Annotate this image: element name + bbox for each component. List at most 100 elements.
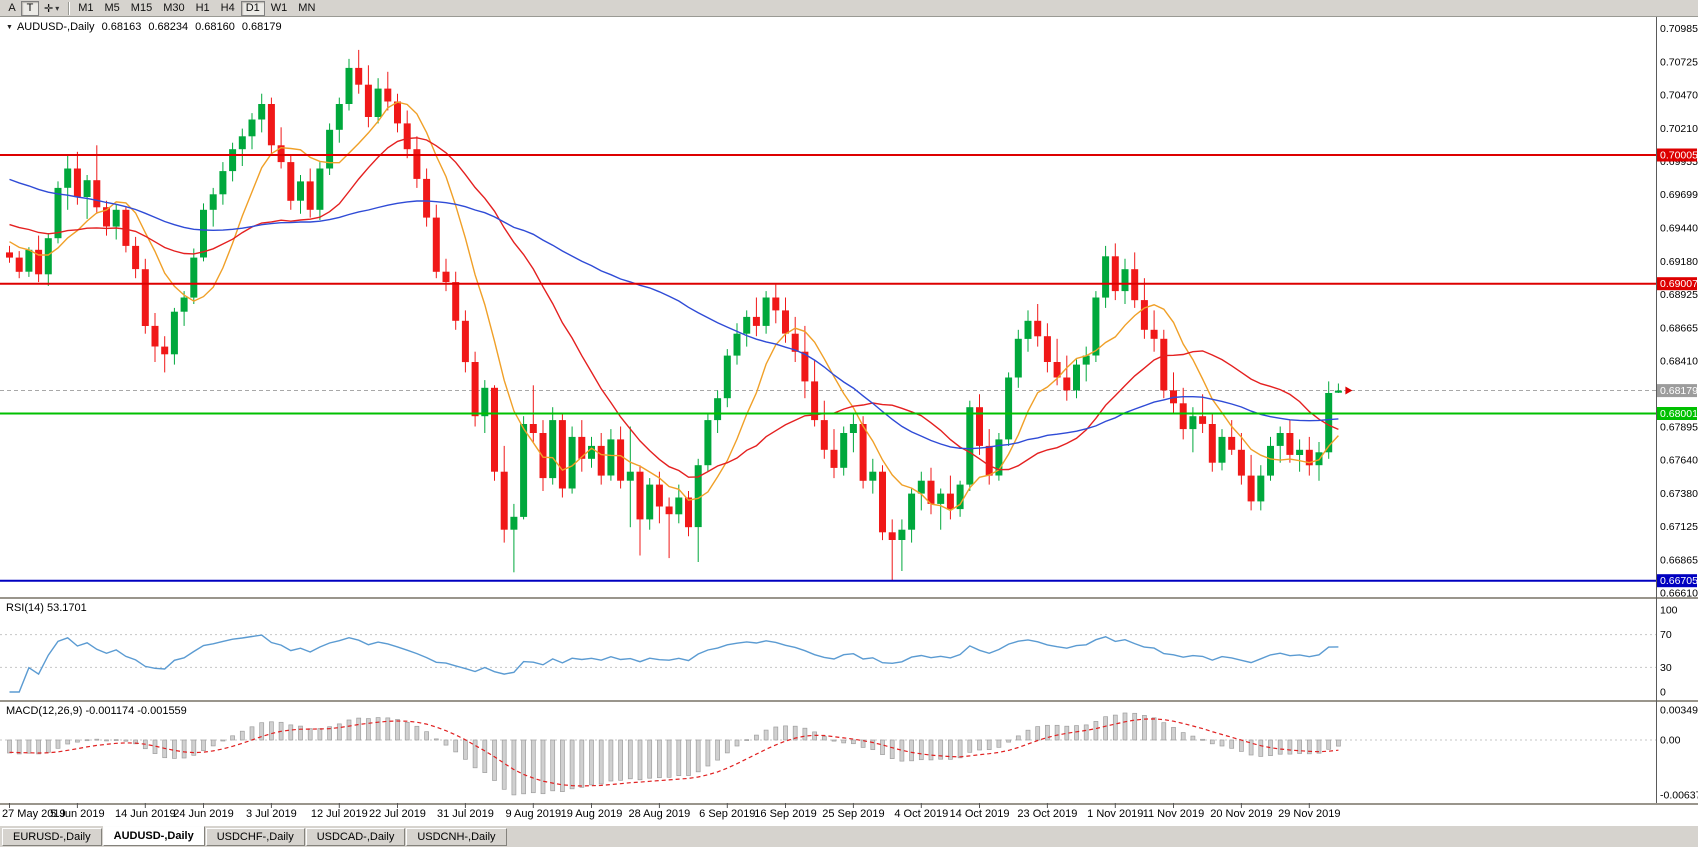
svg-text:27 May 2019: 27 May 2019 <box>2 808 66 820</box>
macd-indicator-label: MACD(12,26,9) -0.001174 -0.001559 <box>6 705 187 717</box>
chevron-down-icon: ▾ <box>55 3 60 13</box>
svg-text:0.00: 0.00 <box>1660 735 1681 747</box>
timeframe-button-m1[interactable]: M1 <box>78 2 94 14</box>
chart-tab-usdcad[interactable]: USDCAD-,Daily <box>305 828 406 846</box>
cursor-tool-button[interactable]: ✛ ▾ <box>39 1 64 16</box>
svg-text:0.70470: 0.70470 <box>1660 90 1698 102</box>
price-chart-svg[interactable]: 0.709850.707250.704700.702100.699550.696… <box>0 0 1698 825</box>
svg-text:0.68925: 0.68925 <box>1660 289 1698 301</box>
svg-text:28 Aug 2019: 28 Aug 2019 <box>629 808 691 820</box>
svg-text:0.66610: 0.66610 <box>1660 588 1698 600</box>
svg-text:0.67125: 0.67125 <box>1660 521 1698 533</box>
toolbar-button-t[interactable]: T <box>21 0 39 16</box>
rsi-axis[interactable]: 100 70 30 0 <box>1660 605 1678 699</box>
svg-text:6 Sep 2019: 6 Sep 2019 <box>699 808 755 820</box>
chart-tabbar: EURUSD-,Daily AUDUSD-,Daily USDCHF-,Daily U… <box>0 825 1698 847</box>
panel-splitters[interactable] <box>0 597 1698 806</box>
svg-text:0.69440: 0.69440 <box>1660 222 1698 234</box>
ma-8-line <box>9 101 1339 512</box>
svg-text:0.69180: 0.69180 <box>1660 256 1698 268</box>
timeframe-button-w1[interactable]: W1 <box>270 2 288 14</box>
svg-text:19 Aug 2019: 19 Aug 2019 <box>561 808 623 820</box>
svg-text:100: 100 <box>1660 605 1678 617</box>
ohlc-high: 0.68234 <box>148 21 189 33</box>
svg-text:0.70725: 0.70725 <box>1660 57 1698 69</box>
svg-text:31 Jul 2019: 31 Jul 2019 <box>437 808 494 820</box>
svg-text:0.66865: 0.66865 <box>1660 555 1698 567</box>
collapse-triangle-icon[interactable]: ▼ <box>6 24 13 31</box>
svg-text:0.67380: 0.67380 <box>1660 488 1698 500</box>
timeframe-button-h1[interactable]: H1 <box>195 2 210 14</box>
svg-text:4 Oct 2019: 4 Oct 2019 <box>894 808 948 820</box>
moving-averages <box>9 101 1339 512</box>
timeframe-button-d1[interactable]: D1 <box>240 0 265 16</box>
svg-text:0.68665: 0.68665 <box>1660 322 1698 334</box>
svg-text:23 Oct 2019: 23 Oct 2019 <box>1017 808 1077 820</box>
svg-text:12 Jul 2019: 12 Jul 2019 <box>311 808 368 820</box>
candles <box>6 49 1342 582</box>
macd-histogram <box>7 712 1341 796</box>
svg-text:0.69699: 0.69699 <box>1660 189 1698 201</box>
svg-text:0.70005: 0.70005 <box>1660 150 1698 162</box>
price-axis[interactable]: 0.709850.707250.704700.702100.699550.696… <box>1660 23 1698 599</box>
svg-text:-0.00637: -0.00637 <box>1660 789 1698 801</box>
svg-text:0.67640: 0.67640 <box>1660 455 1698 467</box>
timeframe-button-m5[interactable]: M5 <box>104 2 120 14</box>
hline-price-boxes: 0.70005 0.69007 0.68001 0.66705 0.68179 <box>1657 148 1698 588</box>
crosshair-icon: ✛ <box>44 2 54 15</box>
timeframe-button-mn[interactable]: MN <box>298 2 316 14</box>
current-price-box <box>1657 384 1697 398</box>
svg-text:0.68179: 0.68179 <box>1660 385 1698 397</box>
chart-tab-usdchf[interactable]: USDCHF-,Daily <box>205 828 305 846</box>
chart-title: ▼ AUDUSD-,Daily 0.68163 0.68234 0.68160 0.681… <box>6 21 289 33</box>
horizontal-lines[interactable] <box>0 154 1656 582</box>
svg-text:0.68001: 0.68001 <box>1660 408 1698 420</box>
svg-text:14 Oct 2019: 14 Oct 2019 <box>950 808 1010 820</box>
svg-text:20 Nov 2019: 20 Nov 2019 <box>1210 808 1272 820</box>
timeframe-button-h4[interactable]: H4 <box>220 2 235 14</box>
ma-50-line <box>9 178 1339 450</box>
svg-text:24 Jun 2019: 24 Jun 2019 <box>173 808 234 820</box>
timeframe-buttons: M1 M5 M15 M30 H1 H4 D1 W1 MN <box>73 0 320 16</box>
ohlc-close: 0.68179 <box>241 21 282 33</box>
timeframe-button-m30[interactable]: M30 <box>163 2 185 14</box>
ohlc-low: 0.68160 <box>195 21 235 33</box>
rsi-level-lines <box>0 634 1656 668</box>
ohlc-open: 0.68163 <box>101 21 142 33</box>
svg-text:0.70985: 0.70985 <box>1660 23 1698 35</box>
chart-tab-eurusd[interactable]: EURUSD-,Daily <box>2 828 102 846</box>
macd-axis[interactable]: 0.00349 0.00 -0.00637 <box>1660 705 1698 802</box>
svg-text:0.69007: 0.69007 <box>1660 278 1698 290</box>
svg-text:14 Jun 2019: 14 Jun 2019 <box>115 808 176 820</box>
svg-text:0.67895: 0.67895 <box>1660 422 1698 434</box>
svg-text:30: 30 <box>1660 662 1672 674</box>
svg-text:0.00349: 0.00349 <box>1660 705 1698 717</box>
svg-text:3 Jul 2019: 3 Jul 2019 <box>246 808 297 820</box>
macd-signal-line <box>9 718 1339 787</box>
svg-text:5 Jun 2019: 5 Jun 2019 <box>50 808 104 820</box>
svg-text:11 Nov 2019: 11 Nov 2019 <box>1143 808 1205 820</box>
toolbar-separator <box>68 1 70 15</box>
svg-text:25 Sep 2019: 25 Sep 2019 <box>822 808 884 820</box>
svg-text:0: 0 <box>1660 687 1666 699</box>
rsi-indicator-label: RSI(14) 53.1701 <box>6 602 87 614</box>
chart-tab-audusd[interactable]: AUDUSD-,Daily <box>102 826 205 846</box>
svg-text:9 Aug 2019: 9 Aug 2019 <box>505 808 561 820</box>
svg-text:1 Nov 2019: 1 Nov 2019 <box>1087 808 1143 820</box>
chart-background <box>0 17 1698 825</box>
rsi-line <box>9 634 1339 693</box>
toolbar-button-a[interactable]: A <box>8 2 16 14</box>
chart-tab-usdcnh[interactable]: USDCNH-,Daily <box>406 828 507 846</box>
svg-text:29 Nov 2019: 29 Nov 2019 <box>1278 808 1340 820</box>
svg-text:22 Jul 2019: 22 Jul 2019 <box>369 808 426 820</box>
svg-text:16 Sep 2019: 16 Sep 2019 <box>754 808 816 820</box>
svg-text:0.68410: 0.68410 <box>1660 355 1698 367</box>
svg-text:70: 70 <box>1660 629 1672 641</box>
chart-symbol-label: AUDUSD-,Daily <box>16 21 95 33</box>
ma-21-line <box>9 137 1339 478</box>
svg-text:0.66705: 0.66705 <box>1660 575 1698 587</box>
svg-text:0.70210: 0.70210 <box>1660 123 1698 135</box>
timeframe-button-m15[interactable]: M15 <box>130 2 153 14</box>
